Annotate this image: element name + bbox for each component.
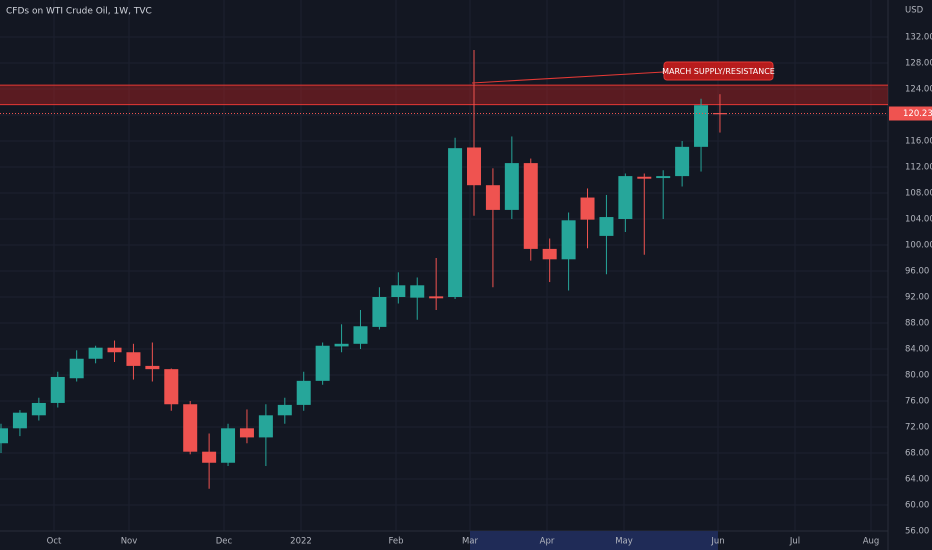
candle-body [580,197,595,220]
candle-body [221,428,236,463]
supply-zone [0,85,888,105]
x-tick-label: Jul [789,537,800,547]
y-tick-label: 104.00 [905,215,932,225]
candle-body [599,217,614,236]
candle-body [31,402,46,416]
candle-body [353,326,368,344]
candle-body [202,451,217,463]
y-tick-label: 60.00 [905,501,929,511]
x-tick-label: Jun [710,537,724,547]
y-tick-label: 128.00 [905,59,932,69]
candle-body [145,365,160,370]
candle-body [523,163,538,249]
candle-body [69,358,84,379]
candle-body [391,285,406,297]
y-tick-label: 96.00 [905,267,929,277]
candle-body [334,343,349,347]
candle-body [712,113,727,115]
candle-body [126,352,141,366]
annotation-box [663,61,774,81]
candle-body [675,146,690,177]
candle-body [504,163,519,210]
x-tick-label: May [615,537,633,547]
y-tick-label: 68.00 [905,449,929,459]
y-tick-label: 108.00 [905,189,932,199]
candle-body [277,404,292,416]
x-tick-label: Dec [216,537,233,547]
candle-body [637,176,652,179]
candle-body [164,369,179,405]
y-tick-label: 132.00 [905,33,932,43]
last-price-label: 120.23 [903,109,932,119]
annotation-text: MARCH SUPPLY/RESISTANCE [662,67,775,76]
x-tick-label: Oct [47,537,62,547]
candle-body [429,296,444,299]
candle-body [12,412,27,429]
y-tick-label: 56.00 [905,527,929,537]
y-tick-label: 72.00 [905,423,929,433]
y-tick-label: 92.00 [905,293,929,303]
chart-title: CFDs on WTI Crude Oil, 1W, TVC [6,7,152,17]
candle-body [50,376,65,403]
candle-body [239,428,254,438]
candle-body [0,428,8,444]
x-tick-label: Aug [863,537,880,547]
candle-body [618,176,633,219]
candle-body [485,185,500,210]
currency-label: USD [905,6,924,16]
x-tick-label: 2022 [290,537,312,547]
x-tick-label: Nov [121,537,138,547]
candle-body [296,380,311,405]
time-range-highlight [470,531,718,550]
candle-body [694,105,709,147]
candle-body [410,285,425,298]
candle-body [107,347,122,353]
candle-body [88,347,103,359]
y-tick-label: 112.00 [905,163,932,173]
y-tick-label: 88.00 [905,319,929,329]
y-tick-label: 124.00 [905,85,932,95]
y-tick-label: 80.00 [905,371,929,381]
candle-body [315,345,330,381]
candle-body [448,148,463,297]
candle-body [372,297,387,327]
candle-body [561,220,576,260]
last-price-tag [889,106,932,121]
y-tick-label: 76.00 [905,397,929,407]
x-tick-label: Apr [540,537,555,547]
candle-body [183,404,198,452]
candle-body [258,415,273,438]
candle-body [542,248,557,260]
y-tick-label: 100.00 [905,241,932,251]
y-tick-label: 116.00 [905,137,932,147]
x-tick-label: Feb [388,537,403,547]
x-tick-label: Mar [462,537,479,547]
y-tick-label: 64.00 [905,475,929,485]
candle-body [656,176,671,179]
y-tick-label: 84.00 [905,345,929,355]
annotation-connector [471,71,665,84]
candle-body [467,147,481,186]
